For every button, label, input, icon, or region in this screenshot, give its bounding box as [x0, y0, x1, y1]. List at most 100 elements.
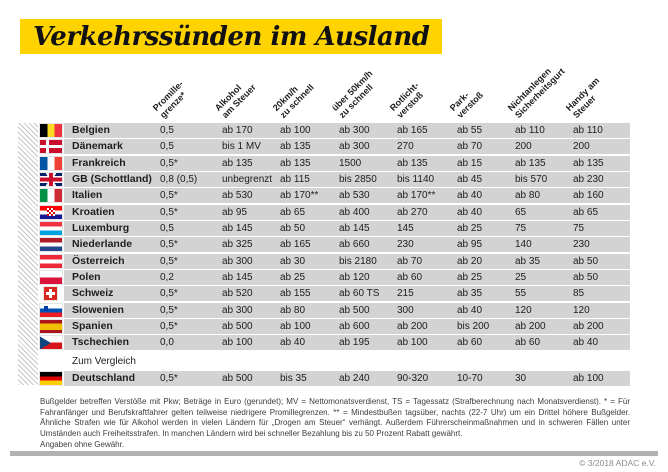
- table-row: Slowenien 0,5* ab 300 ab 80 ab 500 300 ab 40 1…: [0, 302, 668, 318]
- table-row: Belgien 0,5 ab 170 ab 100 ab 300 ab 165 ab 55…: [0, 123, 668, 138]
- country-name: Deutschland: [72, 371, 136, 384]
- column-header: Nichtanlegen Sicherheitsgurt: [506, 59, 567, 120]
- row-background-bar: [64, 155, 630, 171]
- cell-value: ab 80: [515, 190, 541, 202]
- cell-value: ab 400: [339, 206, 370, 218]
- cell-value: bis 200: [457, 321, 490, 333]
- cell-value: bis 1 MV: [222, 141, 261, 153]
- title-banner: Verkehrssünden im Ausland: [20, 19, 443, 54]
- row-background-bar: [64, 123, 630, 138]
- cell-value: 0,5*: [160, 304, 178, 316]
- column-header: Park- verstoß: [448, 83, 485, 120]
- cell-value: ab 145: [222, 223, 253, 235]
- cell-value: ab 55: [457, 125, 483, 136]
- row-background-bar: [64, 204, 630, 220]
- cell-value: ab 145: [222, 272, 253, 284]
- cell-value: 215: [397, 288, 414, 300]
- country-flag-icon: [39, 253, 63, 269]
- table-row: Österreich 0,5* ab 300 ab 30 bis 2180 ab 70 a…: [0, 253, 668, 269]
- country-flag-icon: [39, 139, 63, 155]
- cell-value: ab 80: [280, 304, 306, 316]
- cell-value: 0,2: [160, 272, 174, 284]
- country-flag-icon: [43, 286, 58, 302]
- column-header: über 50km/h zu schnell: [330, 68, 382, 120]
- cell-value: 0,5*: [160, 321, 178, 333]
- country-name: Spanien: [72, 320, 113, 333]
- cell-value: ab 135: [280, 157, 311, 169]
- cell-value: ab 65: [280, 206, 306, 218]
- country-flag-icon: [39, 370, 63, 386]
- cell-value: 300: [397, 304, 414, 316]
- cell-value: ab 95: [457, 239, 483, 251]
- cell-value: ab 100: [397, 337, 428, 349]
- cell-value: bis 2850: [339, 174, 377, 186]
- country-name: Belgien: [72, 124, 110, 136]
- cell-value: ab 100: [280, 321, 311, 333]
- row-background-bar: [64, 302, 630, 318]
- cell-value: ab 60: [515, 337, 541, 349]
- cell-value: ab 135: [397, 157, 428, 169]
- column-header: Promille- grenze*: [151, 79, 192, 120]
- table-row: Italien 0,5* ab 530 ab 170** ab 530 ab 170**…: [0, 188, 668, 204]
- bottom-divider-bar: [10, 451, 658, 456]
- cell-value: ab 500: [222, 321, 253, 333]
- cell-value: ab 50: [573, 272, 599, 284]
- cell-value: ab 115: [280, 174, 310, 186]
- cell-value: ab 95: [222, 206, 248, 218]
- table-row: Deutschland 0,5* ab 500 bis 35 ab 240 90-320…: [0, 370, 668, 386]
- cell-value: 10-70: [457, 372, 483, 384]
- cell-value: 90-320: [397, 372, 429, 384]
- cell-value: 0,5: [160, 223, 174, 235]
- cell-value: 30: [515, 372, 527, 384]
- cell-value: ab 70: [457, 141, 483, 153]
- table-row: Niederlande 0,5* ab 325 ab 165 ab 660 230 ab …: [0, 237, 668, 253]
- cell-value: ab 165: [397, 125, 428, 136]
- cell-value: bis 570: [515, 174, 548, 186]
- cell-value: ab 35: [515, 255, 541, 267]
- row-background-bar: [64, 188, 630, 204]
- cell-value: ab 145: [339, 223, 370, 235]
- table-row: Kroatien 0,5* ab 95 ab 65 ab 400 ab 270 ab 40…: [0, 204, 668, 220]
- country-flag-icon: [39, 335, 63, 351]
- country-flag-icon: [39, 155, 63, 171]
- cell-value: ab 100: [573, 372, 604, 384]
- country-flag-icon: [39, 302, 63, 318]
- cell-value: bis 2180: [339, 255, 377, 267]
- cell-value: ab 35: [457, 288, 483, 300]
- cell-value: ab 20: [457, 255, 483, 267]
- cell-value: 75: [515, 223, 527, 235]
- cell-value: 0,5*: [160, 190, 178, 202]
- cell-value: bis 35: [280, 372, 307, 384]
- cell-value: 0,8 (0,5): [160, 174, 198, 186]
- page-title: Verkehrssünden im Ausland: [33, 21, 430, 52]
- cell-value: ab 45: [457, 174, 483, 186]
- table-row: Frankreich 0,5* ab 135 ab 135 1500 ab 135 ab …: [0, 155, 668, 171]
- column-headers: Promille- grenze* Alkohol am Steuer 20km…: [0, 56, 668, 122]
- cell-value: ab 200: [515, 321, 546, 333]
- country-flag-icon: [39, 270, 63, 286]
- table-row: Dänemark 0,5 bis 1 MV ab 135 ab 300 270 ab 70…: [0, 139, 668, 155]
- cell-value: ab 230: [573, 174, 604, 186]
- cell-value: ab 135: [222, 157, 253, 169]
- cell-value: ab 300: [339, 141, 370, 153]
- cell-value: ab 660: [339, 239, 370, 251]
- cell-value: 120: [515, 304, 532, 316]
- row-background-bar: [64, 172, 630, 188]
- cell-value: ab 50: [573, 255, 599, 267]
- cell-value: 0,5*: [160, 288, 178, 300]
- cell-value: 200: [573, 141, 590, 153]
- cell-value: ab 100: [280, 125, 311, 136]
- cell-value: 85: [573, 288, 585, 300]
- cell-value: ab 200: [397, 321, 428, 333]
- cell-value: ab 135: [515, 157, 546, 169]
- cell-value: ab 135: [573, 157, 604, 169]
- cell-value: 0,5*: [160, 157, 178, 169]
- country-name: Frankreich: [72, 156, 126, 169]
- table-row: Schweiz 0,5* ab 520 ab 155 ab 60 TS 215 ab 35…: [0, 286, 668, 302]
- cell-value: 270: [397, 141, 414, 153]
- comparison-label-row: Zum Vergleich: [0, 354, 668, 369]
- cell-value: ab 40: [457, 206, 483, 218]
- cell-value: ab 300: [222, 304, 253, 316]
- cell-value: bis 1140: [397, 174, 435, 186]
